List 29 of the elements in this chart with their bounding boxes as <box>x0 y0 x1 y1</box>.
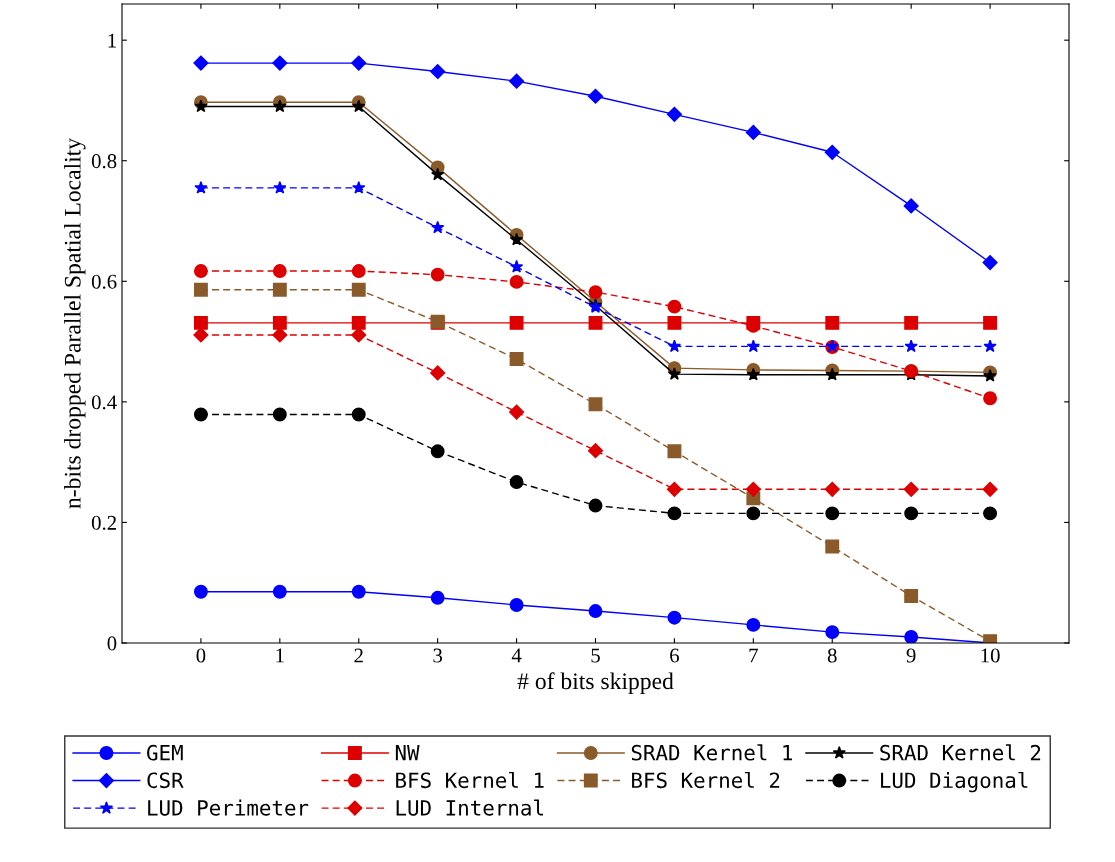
legend-label: LUD Perimeter <box>148 799 309 816</box>
x-tick-label: 8 <box>827 648 837 663</box>
x-tick-label: 4 <box>511 648 522 663</box>
x-tick-label: 5 <box>591 648 600 663</box>
y-tick-label: 0.4 <box>91 395 117 410</box>
legend-label: LUD Diagonal <box>881 771 1028 793</box>
x-tick-label: 10 <box>981 648 1000 663</box>
x-axis-title: # of bits skipped <box>517 672 674 694</box>
y-axis-title: n-bits dropped Parallel Spatial Locality <box>64 138 86 509</box>
x-tick-label: 7 <box>749 648 758 663</box>
legend-label: NW <box>395 745 420 761</box>
y-tick-label: 0.6 <box>91 274 117 289</box>
legend-label: LUD Internal <box>396 799 543 816</box>
y-tick-label: 0.8 <box>91 154 117 169</box>
legend-label: SRAD Kernel 1 <box>631 744 793 761</box>
y-tick-label: 1 <box>108 33 116 48</box>
x-tick-label: 1 <box>276 648 284 663</box>
x-tick-label: 0 <box>196 648 206 663</box>
y-tick-label: 0.2 <box>91 515 116 530</box>
legend-label: BFS Kernel 1 <box>396 771 544 789</box>
x-tick-label: 9 <box>906 648 916 663</box>
legend-label: BFS Kernel 2 <box>632 771 780 789</box>
x-tick-label: 3 <box>433 648 443 663</box>
x-tick-label: 6 <box>670 648 679 663</box>
legend-label: CSR <box>147 772 184 789</box>
x-tick-label: 2 <box>354 648 363 663</box>
y-tick-label: 0 <box>107 636 117 651</box>
legend-label: GEM <box>147 744 183 761</box>
legend-label: SRAD Kernel 2 <box>880 744 1041 761</box>
